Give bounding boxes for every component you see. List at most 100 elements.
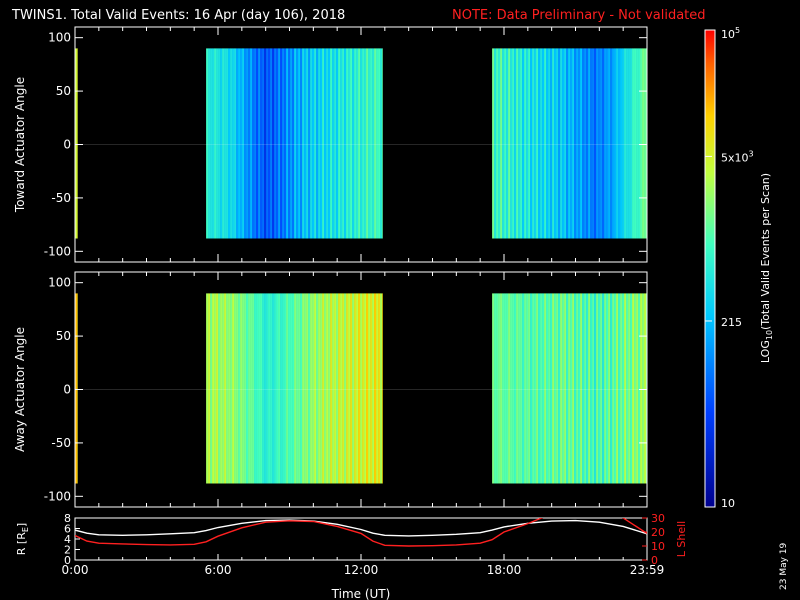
heatmap-cell: [604, 293, 607, 484]
left-tick-label: 4: [64, 533, 71, 546]
heatmap-cell: [350, 293, 353, 484]
heatmap-cell: [532, 293, 535, 484]
heatmap-cell: [350, 48, 353, 239]
heatmap-cell: [300, 293, 303, 484]
heatmap-cell: [628, 293, 631, 484]
heatmap-cell: [502, 48, 505, 239]
heatmap-cell: [644, 48, 647, 239]
heatmap-cell: [364, 293, 367, 484]
heatmap-cell: [596, 293, 599, 484]
heatmap-cell: [536, 293, 539, 484]
heatmap-cell: [226, 293, 229, 484]
heatmap-cell: [516, 293, 519, 484]
heatmap-cell: [566, 48, 569, 239]
heatmap-cell: [638, 48, 641, 239]
heatmap-cell: [346, 293, 349, 484]
heatmap-cell: [278, 293, 281, 484]
left-tick-label: 6: [64, 523, 71, 536]
colorbar-tick-label: 105: [721, 26, 740, 41]
away-panel: 100 50 0 -50 -100 Away Actuator Angle: [13, 271, 648, 508]
heatmap-cell: [344, 293, 347, 484]
x-tick-label: 12:00: [344, 563, 379, 577]
heatmap-cell: [354, 48, 357, 239]
heatmap-cell: [616, 48, 619, 239]
heatmap-cell: [586, 293, 589, 484]
heatmap-cell: [330, 293, 333, 484]
heatmap-cell: [264, 293, 267, 484]
heatmap-cell: [644, 293, 647, 484]
heatmap-cell: [556, 48, 559, 239]
heatmap-cell: [624, 48, 627, 239]
heatmap-cell: [218, 293, 221, 484]
heatmap-cell: [312, 293, 315, 484]
heatmap-cell: [250, 293, 253, 484]
heatmap-cell: [614, 48, 617, 239]
heatmap-cell: [602, 48, 605, 239]
heatmap-cell: [246, 293, 249, 484]
heatmap-cell: [368, 293, 371, 484]
heatmap-cell: [566, 293, 569, 484]
heatmap-cell: [634, 293, 637, 484]
heatmap-cell: [272, 48, 275, 239]
heatmap-cell: [518, 293, 521, 484]
heatmap-cell: [244, 293, 247, 484]
heatmap-cell: [554, 293, 557, 484]
heatmap-cell: [334, 293, 337, 484]
heatmap-cell: [580, 293, 583, 484]
heatmap-cell: [564, 293, 567, 484]
heatmap-cell: [506, 48, 509, 239]
heatmap-cell: [242, 48, 245, 239]
heatmap-cell: [574, 48, 577, 239]
heatmap-cell: [75, 48, 78, 239]
heatmap-cell: [290, 293, 293, 484]
heatmap-cell: [230, 293, 233, 484]
heatmap-cell: [236, 48, 239, 239]
heatmap-cell: [336, 48, 339, 239]
heatmap-cell: [568, 48, 571, 239]
heatmap-cell: [614, 293, 617, 484]
heatmap-cell: [298, 48, 301, 239]
heatmap-cell: [300, 48, 303, 239]
heatmap-cell: [206, 293, 209, 484]
heatmap-cell: [238, 293, 241, 484]
heatmap-cell: [640, 293, 643, 484]
heatmap-cell: [254, 293, 257, 484]
heatmap-cell: [512, 48, 515, 239]
heatmap-cell: [518, 48, 521, 239]
preliminary-note: NOTE: Data Preliminary - Not validated: [452, 8, 706, 23]
y-tick-label: 50: [56, 84, 71, 98]
heatmap-cell: [516, 48, 519, 239]
heatmap-cell: [528, 48, 531, 239]
heatmap-cell: [276, 48, 279, 239]
plot-frame: [74, 517, 648, 561]
heatmap-cell: [266, 293, 269, 484]
heatmap-cell: [584, 48, 587, 239]
heatmap-cell: [302, 293, 305, 484]
heatmap-cell: [628, 48, 631, 239]
heatmap-cell: [220, 48, 223, 239]
heatmap-cell: [268, 293, 271, 484]
heatmap-cell: [526, 293, 529, 484]
heatmap-cell: [326, 293, 329, 484]
heatmap-cell: [636, 48, 639, 239]
heatmap-cell: [262, 293, 265, 484]
heatmap-cell: [258, 48, 261, 239]
heatmap-cell: [348, 293, 351, 484]
heatmap-cell: [382, 48, 383, 239]
heatmap-cell: [560, 293, 563, 484]
heatmap-cell: [510, 48, 513, 239]
heatmap-cell: [532, 48, 535, 239]
heatmap-cell: [220, 293, 223, 484]
heatmap-cell: [576, 293, 579, 484]
y-axis-label: Toward Actuator Angle: [13, 77, 27, 213]
heatmap-cell: [522, 48, 525, 239]
heatmap-cell: [308, 293, 311, 484]
heatmap-cell: [492, 293, 495, 484]
heatmap-cell: [590, 48, 593, 239]
heatmap-cell: [522, 293, 525, 484]
heatmap-cell: [352, 48, 355, 239]
heatmap-cell: [610, 48, 613, 239]
heatmap-cell: [534, 293, 537, 484]
toward-panel: 100 50 0 -50 -100 Toward Actuator Angle: [13, 26, 648, 263]
heatmap-cell: [380, 293, 383, 484]
